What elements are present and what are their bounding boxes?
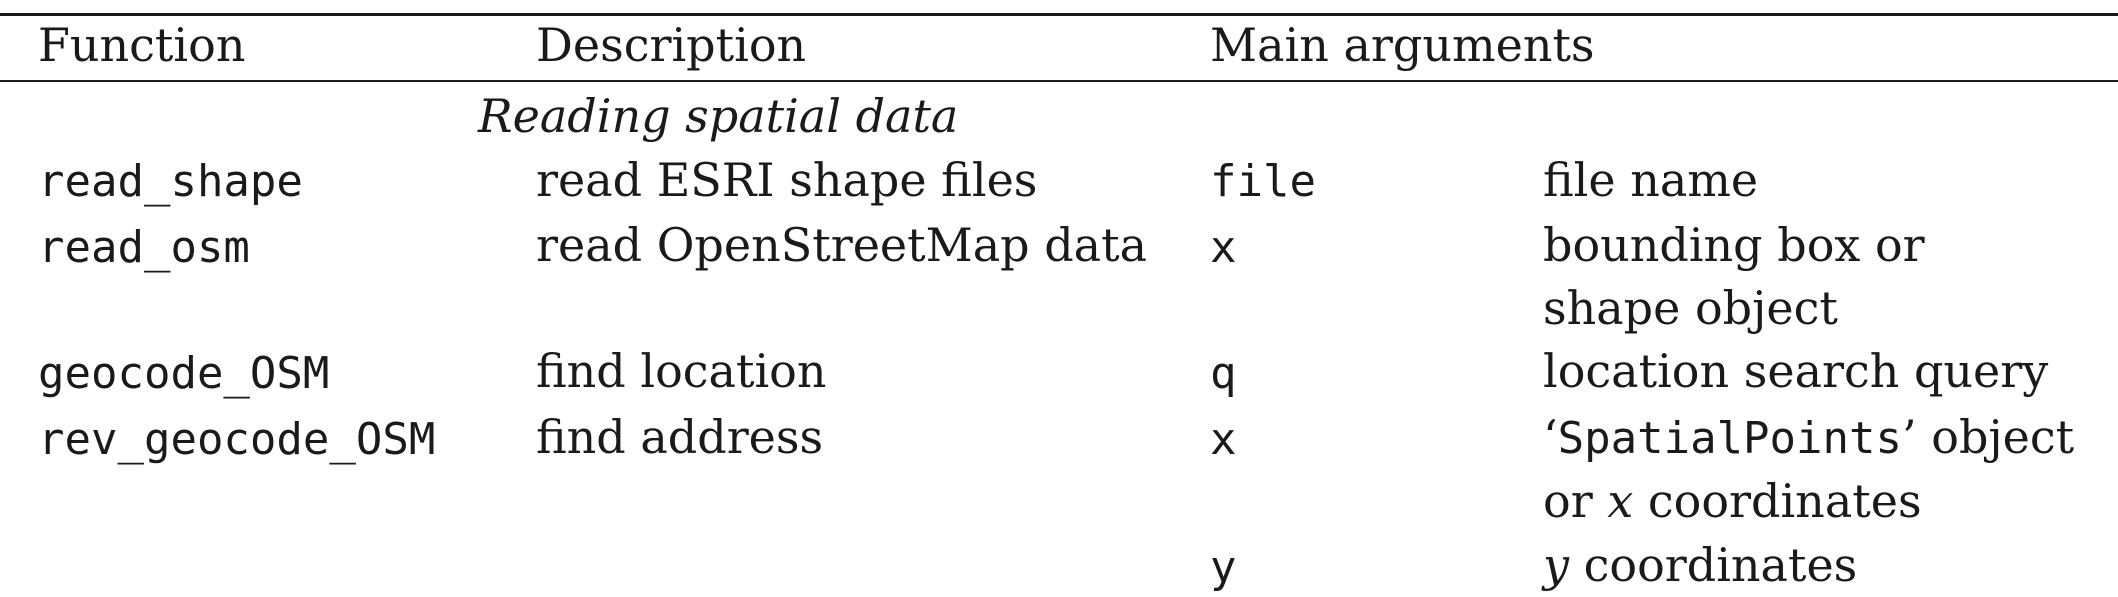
arg-name-x-osm: x	[1210, 222, 1237, 273]
function-read-osm: read_osm	[38, 222, 250, 273]
header-main-arguments: Main arguments	[1210, 18, 1595, 72]
description-read-osm: read OpenStreetMap data	[536, 218, 1148, 272]
header-rule	[0, 80, 2118, 82]
arg-name-q: q	[1210, 348, 1237, 399]
header-function: Function	[38, 18, 246, 72]
arg-desc-file: file name	[1543, 153, 1759, 207]
description-geocode-osm: find location	[536, 344, 827, 398]
arg-name-y: y	[1210, 542, 1237, 593]
arg-desc-x-osm-line1: bounding box or	[1543, 218, 1925, 272]
function-read-shape: read_shape	[38, 156, 303, 207]
close-quote-object: ’ object	[1902, 410, 2075, 464]
or-prefix: or	[1543, 474, 1608, 528]
y-coordinates-suffix: coordinates	[1569, 538, 1858, 592]
header-description: Description	[536, 18, 807, 72]
top-rule	[0, 13, 2118, 16]
description-read-shape: read ESRI shape files	[536, 153, 1038, 207]
x-variable: x	[1607, 474, 1634, 528]
function-rev-geocode-osm: rev_geocode_OSM	[38, 414, 436, 465]
spatialpoints-code: SpatialPoints	[1557, 413, 1902, 464]
section-title: Reading spatial data	[478, 89, 959, 143]
open-quote: ‘	[1543, 410, 1558, 464]
arg-desc-q: location search query	[1543, 344, 2049, 398]
coordinates-suffix: coordinates	[1633, 474, 1922, 528]
arg-desc-y: y coordinates	[1543, 542, 1857, 588]
arg-name-x-rev: x	[1210, 414, 1237, 465]
arg-desc-x-rev-line1: ‘SpatialPoints’ object	[1543, 414, 2074, 461]
arg-desc-x-osm-line2: shape object	[1543, 281, 1838, 335]
function-geocode-osm: geocode_OSM	[38, 348, 330, 399]
y-variable: y	[1543, 538, 1569, 592]
arg-name-file: file	[1210, 156, 1316, 207]
arg-desc-x-rev-line2: or x coordinates	[1543, 478, 1922, 524]
description-rev-geocode-osm: find address	[536, 410, 824, 464]
